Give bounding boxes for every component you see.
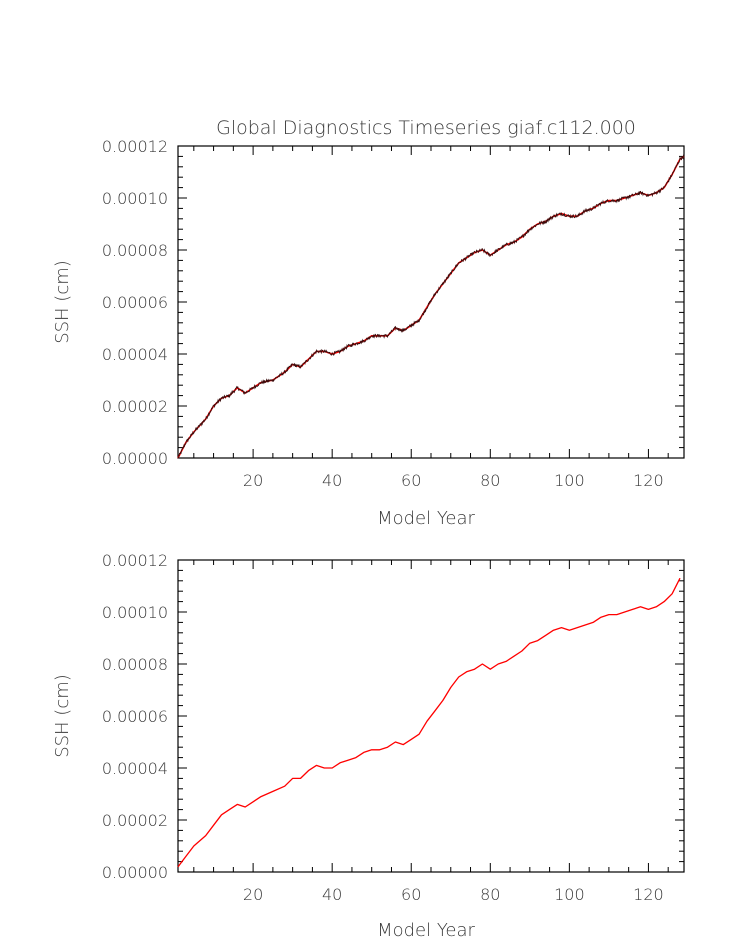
x-tick-label: 100 xyxy=(554,471,585,490)
y-tick-label: 0.00012 xyxy=(102,137,168,156)
y-tick-label: 0.00004 xyxy=(102,345,168,364)
y-axis-title: SSH (cm) xyxy=(52,674,73,758)
y-axis-title: SSH (cm) xyxy=(52,260,73,344)
y-tick-label: 0.00008 xyxy=(102,241,168,260)
bottom-plot-panel: 20 40 60 80 100 120 0.00000 0.00002 0.00004 0.000… xyxy=(52,551,685,941)
y-tick-label: 0.00010 xyxy=(102,603,168,622)
y-tick-label: 0.00010 xyxy=(102,189,168,208)
x-tick-label: 120 xyxy=(633,885,664,904)
x-tick-label: 80 xyxy=(480,885,500,904)
y-tick-label: 0.00002 xyxy=(102,811,168,830)
y-tick-label: 0.00008 xyxy=(102,655,168,674)
series-line-raw xyxy=(177,154,685,459)
y-tick-label: 0.00000 xyxy=(102,863,168,882)
x-tick-label: 40 xyxy=(322,471,342,490)
y-tick-label: 0.00002 xyxy=(102,397,168,416)
x-axis-title: Model Year xyxy=(377,920,475,941)
chart-title: Global Diagnostics Timeseries giaf.c112.… xyxy=(216,117,636,139)
x-tick-label: 100 xyxy=(554,885,585,904)
x-tick-label: 120 xyxy=(633,471,664,490)
y-tick-label: 0.00006 xyxy=(102,293,168,312)
top-plot-panel: 20 40 60 80 100 120 0.00000 0.00002 0.00004 0.000… xyxy=(52,137,685,529)
x-tick-label: 60 xyxy=(401,471,421,490)
series-line-smooth xyxy=(177,155,685,459)
x-tick-label: 20 xyxy=(243,885,263,904)
x-tick-label: 40 xyxy=(322,885,342,904)
y-tick-label: 0.00012 xyxy=(102,551,168,570)
x-tick-label: 60 xyxy=(401,885,421,904)
series-line-smooth xyxy=(177,577,681,868)
y-tick-label: 0.00006 xyxy=(102,707,168,726)
y-tick-label: 0.00000 xyxy=(102,449,168,468)
y-tick-label: 0.00004 xyxy=(102,759,168,778)
x-axis-title: Model Year xyxy=(377,508,475,529)
x-tick-label: 80 xyxy=(480,471,500,490)
x-tick-label: 20 xyxy=(243,471,263,490)
